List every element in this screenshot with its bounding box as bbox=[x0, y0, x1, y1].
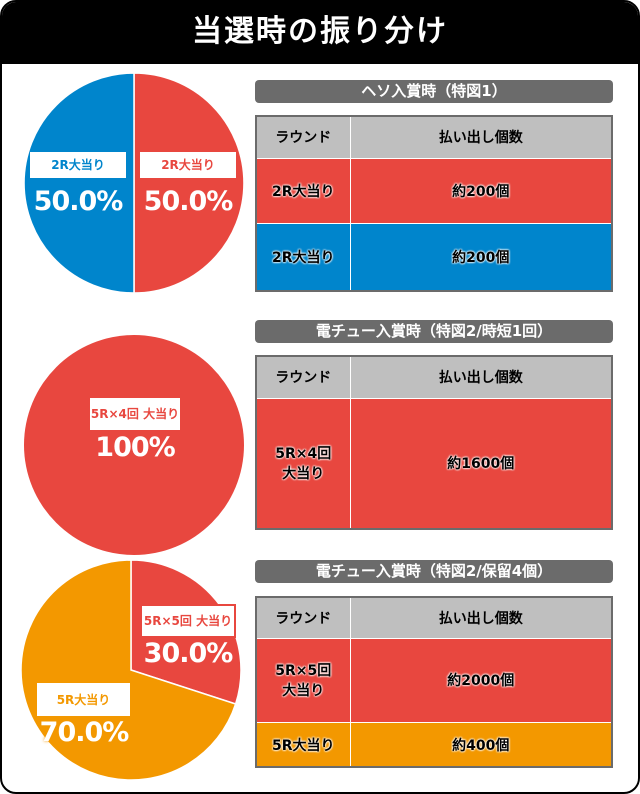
pie3-slice-2 bbox=[20, 559, 237, 781]
payout-cell: 約200個 bbox=[349, 157, 613, 225]
payout-cell: 約1600個 bbox=[349, 397, 613, 530]
payout-table-heso: ラウンド 払い出し個数 2R大当り 約200個 2R大当り 約200個 bbox=[255, 115, 613, 292]
header-payout: 払い出し個数 bbox=[349, 596, 613, 639]
round-cell: 5R大当り bbox=[255, 722, 351, 768]
payout-cell: 約200個 bbox=[349, 223, 613, 292]
section-title-jitan: 電チュー入賞時（特図2/時短1回） bbox=[255, 320, 613, 343]
pie3-pct-red: 30.0% bbox=[143, 638, 234, 669]
round-cell: 2R大当り bbox=[255, 223, 351, 292]
pie1-pct-red: 50.0% bbox=[143, 186, 234, 217]
header-round: ラウンド bbox=[255, 115, 351, 159]
payout-cell: 約2000個 bbox=[349, 637, 613, 724]
pie3-label-orange: 5R大当り bbox=[37, 683, 130, 716]
pie2-label: 5R×4回 大当り bbox=[90, 398, 180, 430]
pie3-label-red: 5R×5回 大当り bbox=[140, 604, 236, 638]
payout-table-jitan: ラウンド 払い出し個数 5R×4回 大当り 約1600個 bbox=[255, 355, 613, 530]
header-payout: 払い出し個数 bbox=[349, 115, 613, 159]
header-round: ラウンド bbox=[255, 596, 351, 639]
section-title-heso: ヘソ入賞時（特図1） bbox=[255, 80, 613, 103]
table-row: 2R大当り 約200個 bbox=[255, 157, 613, 225]
pie2-slice-1 bbox=[24, 335, 244, 555]
pie1-label-blue-text: 2R大当り bbox=[30, 152, 126, 178]
pie1-label-red: 2R大当り bbox=[140, 152, 236, 178]
table-row: 5R×4回 大当り 約1600個 bbox=[255, 397, 613, 530]
section-title-horyu: 電チュー入賞時（特図2/保留4個） bbox=[255, 560, 613, 583]
payout-table-horyu: ラウンド 払い出し個数 5R×5回 大当り 約2000個 5R大当り 約400個 bbox=[255, 596, 613, 768]
round-cell: 5R×4回 大当り bbox=[255, 397, 351, 530]
pie1-slice-2 bbox=[23, 72, 135, 294]
table-row: 5R×5回 大当り 約2000個 bbox=[255, 637, 613, 724]
header-round: ラウンド bbox=[255, 355, 351, 399]
pie2-pct: 100% bbox=[95, 432, 175, 463]
table-row: 2R大当り 約200個 bbox=[255, 223, 613, 292]
round-cell: 2R大当り bbox=[255, 157, 351, 225]
pie1-slice-1 bbox=[133, 72, 245, 294]
page-title: 当選時の振り分け bbox=[2, 2, 638, 64]
pie3-pct-orange: 70.0% bbox=[39, 717, 130, 748]
round-cell: 5R×5回 大当り bbox=[255, 637, 351, 724]
header-payout: 払い出し個数 bbox=[349, 355, 613, 399]
pie1-pct-blue: 50.0% bbox=[33, 186, 124, 217]
table-row: 5R大当り 約400個 bbox=[255, 722, 613, 768]
payout-cell: 約400個 bbox=[349, 722, 613, 768]
